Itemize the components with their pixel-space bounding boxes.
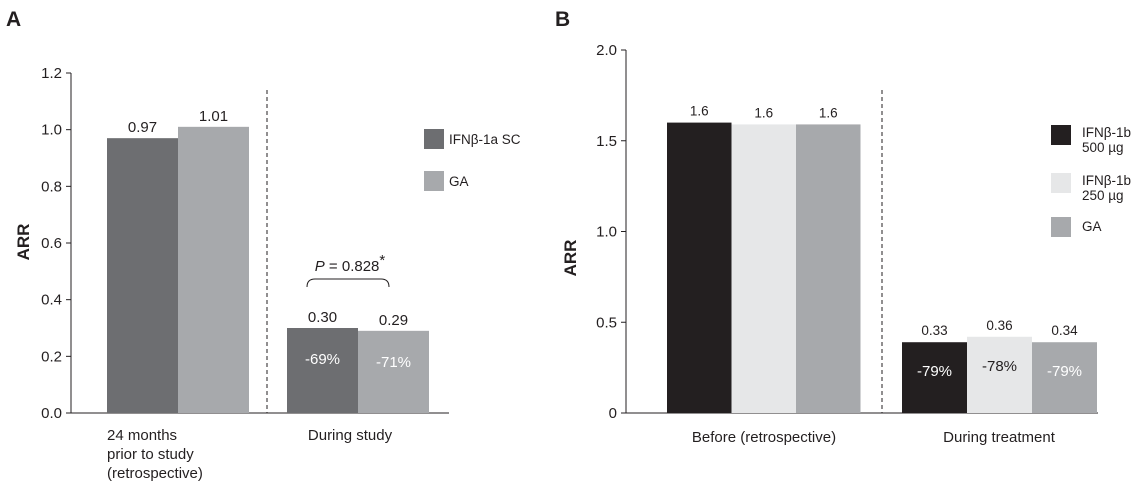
- bar-percent-change-label: -69%: [305, 351, 340, 368]
- bar: [731, 124, 796, 413]
- y-tick-label: 0.8: [41, 178, 62, 195]
- bar-value-label: 0.33: [921, 323, 947, 338]
- panel-b-y-axis-label: ARR: [561, 240, 580, 277]
- legend-a-label-ga: GA: [449, 174, 469, 189]
- panel-b-bars: 1.6 0.33 -79% 1.6 0.36 -78% 1.6 0.34 -79%: [667, 104, 1097, 413]
- panel-a-category-labels: 24 months prior to study (retrospective) Du…: [107, 427, 393, 482]
- legend-b-swatch-ifnb1b-500: [1051, 125, 1071, 145]
- bar-value-label: 1.6: [819, 105, 838, 120]
- panel-b-letter: B: [555, 8, 570, 31]
- x-category-label: Before (retrospective): [692, 429, 836, 446]
- x-category-label: During treatment: [943, 429, 1056, 446]
- bar-value-label: 0.29: [379, 312, 408, 329]
- y-tick-label: 0.2: [41, 348, 62, 365]
- bar-percent-change-label: -79%: [917, 363, 952, 380]
- panel-a-letter: A: [6, 8, 21, 31]
- bar-value-label: 0.34: [1051, 323, 1078, 338]
- y-tick-label: 1.2: [41, 65, 62, 82]
- bar: [107, 138, 178, 413]
- panel-a-y-ticks: 0.0 0.2 0.4 0.6 0.8 1.0 1.2: [41, 65, 71, 422]
- bar-value-label: 1.01: [199, 108, 228, 125]
- bar-value-label: 1.6: [754, 105, 773, 120]
- panel-b: B ARR 0 0.5 1.0 1.5 2.0 1.6 0.33 -79% 1.6 0.36 -7…: [555, 8, 1131, 446]
- bar-percent-change-label: -79%: [1047, 363, 1082, 380]
- y-tick-label: 1.0: [41, 122, 62, 139]
- legend-b-swatch-ga: [1051, 217, 1071, 237]
- bar: [1032, 342, 1097, 413]
- legend-a-label-ifnb1a: IFNβ-1a SC: [449, 132, 521, 147]
- y-tick-label: 0.4: [41, 292, 62, 309]
- bar: [796, 124, 861, 413]
- legend-b-label-ifnb1b-250: IFNβ-1b 250 µg: [1082, 173, 1131, 203]
- y-tick-label: 2.0: [596, 42, 617, 59]
- bar: [902, 342, 967, 413]
- bar-value-label: 0.36: [986, 318, 1012, 333]
- legend-b-swatch-ifnb1b-250: [1051, 173, 1071, 193]
- panel-b-y-ticks: 0 0.5 1.0 1.5 2.0: [596, 42, 626, 422]
- y-tick-label: 0.5: [596, 314, 617, 331]
- panel-a-y-axis-label: ARR: [14, 224, 33, 261]
- legend-b-label-ga: GA: [1082, 219, 1102, 234]
- y-tick-label: 1.5: [596, 133, 617, 150]
- panel-a: A ARR 0.0 0.2 0.4 0.6 0.8 1.0 1.2 0.97 0.30 -69%…: [6, 8, 521, 482]
- bar-percent-change-label: -78%: [982, 358, 1017, 375]
- x-category-label: During study: [308, 427, 393, 444]
- bar-percent-change-label: -71%: [376, 354, 411, 371]
- bar-value-label: 0.30: [308, 309, 337, 326]
- bar-value-label: 1.6: [690, 104, 709, 119]
- p-asterisk: *: [379, 252, 385, 269]
- bar: [287, 328, 358, 413]
- panel-a-bars: 0.97 0.30 -69% 1.01 0.29 -71%: [107, 108, 429, 413]
- bar: [967, 336, 1032, 413]
- bar-value-label: 0.97: [128, 119, 157, 136]
- x-category-label: 24 months prior to study (retrospective): [107, 427, 203, 482]
- y-tick-label: 0.0: [41, 405, 62, 422]
- legend-b-label-ifnb1b-500: IFNβ-1b 500 µg: [1082, 125, 1131, 155]
- bar: [667, 122, 732, 413]
- panel-b-category-labels: Before (retrospective) During treatment: [692, 429, 1056, 446]
- panel-a-p-annotation: P = 0.828*: [315, 252, 386, 275]
- y-tick-label: 1.0: [596, 224, 617, 241]
- y-tick-label: 0.6: [41, 235, 62, 252]
- y-tick-label: 0: [609, 405, 617, 422]
- bar: [178, 126, 249, 413]
- panel-a-significance-bracket: [306, 278, 390, 288]
- p-symbol: P: [315, 258, 325, 275]
- p-value: = 0.828: [325, 258, 380, 275]
- legend-a-swatch-ifnb1a: [424, 129, 444, 149]
- legend-a-swatch-ga: [424, 171, 444, 191]
- bar: [358, 330, 429, 413]
